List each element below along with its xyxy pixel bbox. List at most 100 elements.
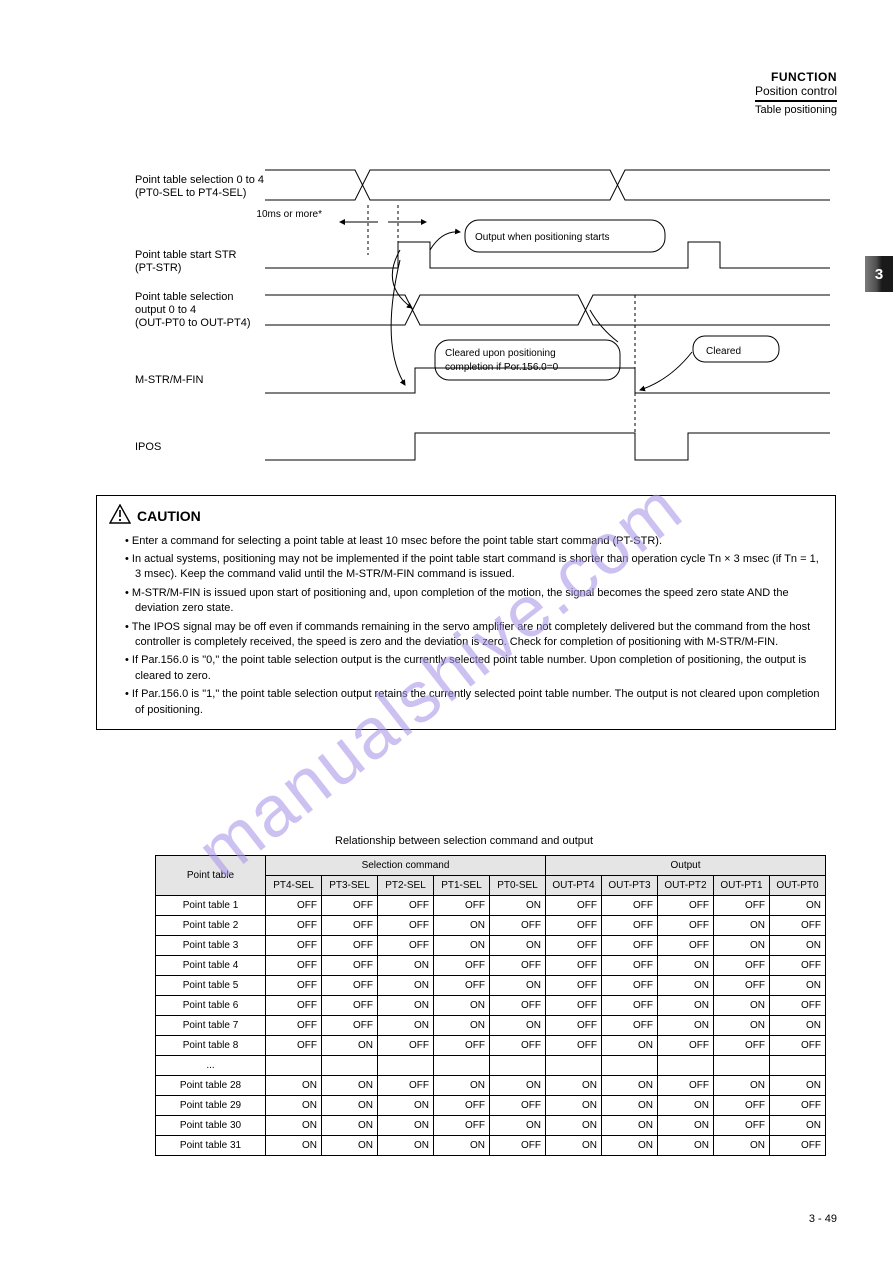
table-cell	[714, 1056, 770, 1076]
table-cell	[546, 1056, 602, 1076]
table-cell: OFF	[714, 896, 770, 916]
table-cell: OFF	[322, 976, 378, 996]
table-cell	[378, 1056, 434, 1076]
table-cell: Point table 31	[156, 1136, 266, 1156]
table-cell: Point table 4	[156, 956, 266, 976]
table-cell: Point table 30	[156, 1116, 266, 1136]
table-cell: OFF	[378, 936, 434, 956]
header-line1: FUNCTION	[755, 70, 837, 84]
table-cell: ON	[490, 1016, 546, 1036]
table-cell: OFF	[770, 1096, 826, 1116]
table-cell: ON	[490, 896, 546, 916]
th: PT0-SEL	[490, 876, 546, 896]
table-cell	[770, 1056, 826, 1076]
table-cell: OFF	[434, 976, 490, 996]
table-cell: Point table 7	[156, 1016, 266, 1036]
caution-item: M-STR/M-FIN is issued upon start of posi…	[125, 586, 823, 617]
table-cell: ON	[602, 1076, 658, 1096]
table-cell: OFF	[658, 1076, 714, 1096]
table-cell: OFF	[658, 936, 714, 956]
table-row: Point table 29ONONONOFFOFFONONONOFFOFF	[156, 1096, 826, 1116]
svg-text:(PT-STR): (PT-STR)	[135, 262, 181, 274]
table-cell: ON	[378, 1096, 434, 1116]
table-cell: OFF	[602, 936, 658, 956]
table-cell: OFF	[322, 936, 378, 956]
table-cell: OFF	[322, 916, 378, 936]
table-cell: OFF	[266, 976, 322, 996]
th-group-sel: Selection command	[266, 856, 546, 876]
table-cell	[266, 1056, 322, 1076]
table-cell: ON	[378, 1136, 434, 1156]
table-cell: ON	[434, 1076, 490, 1096]
th: OUT-PT3	[602, 876, 658, 896]
table-cell: ON	[434, 936, 490, 956]
table-cell: Point table 3	[156, 936, 266, 956]
table-cell: OFF	[266, 936, 322, 956]
table-row: Point table 30ONONONOFFONONONONOFFON	[156, 1116, 826, 1136]
caution-head: CAUTION	[109, 504, 823, 530]
table-cell	[490, 1056, 546, 1076]
table-cell: ON	[378, 956, 434, 976]
table-cell: ON	[770, 936, 826, 956]
table-cell: OFF	[658, 896, 714, 916]
table-cell: OFF	[266, 996, 322, 1016]
timing-svg: Point table selection 0 to 4 (PT0-SEL to…	[130, 150, 830, 480]
table-row: Point table 28ONONOFFONONONONOFFONON	[156, 1076, 826, 1096]
table-cell: ON	[546, 1076, 602, 1096]
table-cell: ON	[602, 1136, 658, 1156]
selection-table: Point table Selection command Output PT4…	[155, 855, 826, 1156]
table-cell: ON	[770, 1116, 826, 1136]
caution-list: Enter a command for selecting a point ta…	[109, 534, 823, 718]
caution-box: CAUTION Enter a command for selecting a …	[96, 495, 836, 730]
th-group-out: Output	[546, 856, 826, 876]
table-cell: OFF	[378, 896, 434, 916]
table-cell: Point table 5	[156, 976, 266, 996]
table-cell: ON	[378, 996, 434, 1016]
table-cell: ON	[714, 996, 770, 1016]
table-row: ...	[156, 1056, 826, 1076]
table-row: Point table 3OFFOFFOFFONONOFFOFFOFFONON	[156, 936, 826, 956]
table-cell: ON	[714, 1136, 770, 1156]
table-row: Point table 31ONONONONOFFONONONONOFF	[156, 1136, 826, 1156]
table-cell: ON	[322, 1076, 378, 1096]
table-cell: OFF	[602, 1016, 658, 1036]
table-cell: OFF	[434, 956, 490, 976]
page: FUNCTION Position control Table position…	[0, 0, 893, 1263]
caution-item: The IPOS signal may be off even if comma…	[125, 620, 823, 651]
table-cell: ON	[266, 1096, 322, 1116]
table-cell: ON	[546, 1116, 602, 1136]
table-cell: OFF	[322, 956, 378, 976]
table-cell: OFF	[434, 896, 490, 916]
table-cell: OFF	[602, 916, 658, 936]
table-cell: OFF	[546, 1036, 602, 1056]
th: OUT-PT4	[546, 876, 602, 896]
svg-text:Point table selection: Point table selection	[135, 291, 233, 303]
table-row: Point table 4OFFOFFONOFFOFFOFFOFFONOFFOF…	[156, 956, 826, 976]
th: OUT-PT0	[770, 876, 826, 896]
table-cell: ON	[658, 996, 714, 1016]
th: OUT-PT1	[714, 876, 770, 896]
table-cell: OFF	[490, 956, 546, 976]
table-caption: Relationship between selection command a…	[335, 835, 593, 847]
table-cell: ON	[378, 976, 434, 996]
table-cell: ON	[658, 1116, 714, 1136]
table-cell: OFF	[434, 1116, 490, 1136]
table-cell: OFF	[714, 1116, 770, 1136]
table-cell: OFF	[546, 976, 602, 996]
table-cell: ON	[322, 1136, 378, 1156]
svg-text:output 0 to 4: output 0 to 4	[135, 304, 196, 316]
table-cell: OFF	[658, 916, 714, 936]
th-pointtable: Point table	[156, 856, 266, 896]
warning-icon	[109, 504, 131, 530]
table-cell: ON	[434, 996, 490, 1016]
table-cell: ON	[602, 1036, 658, 1056]
table-row: Point table 8OFFONOFFOFFOFFOFFONOFFOFFOF…	[156, 1036, 826, 1056]
table-cell: OFF	[322, 1016, 378, 1036]
svg-text:10ms or more*: 10ms or more*	[256, 209, 322, 220]
table-cell	[602, 1056, 658, 1076]
table-cell: ON	[434, 1136, 490, 1156]
th: PT4-SEL	[266, 876, 322, 896]
table-cell: ON	[490, 936, 546, 956]
table-cell: OFF	[490, 996, 546, 1016]
page-header: FUNCTION Position control Table position…	[755, 70, 837, 116]
